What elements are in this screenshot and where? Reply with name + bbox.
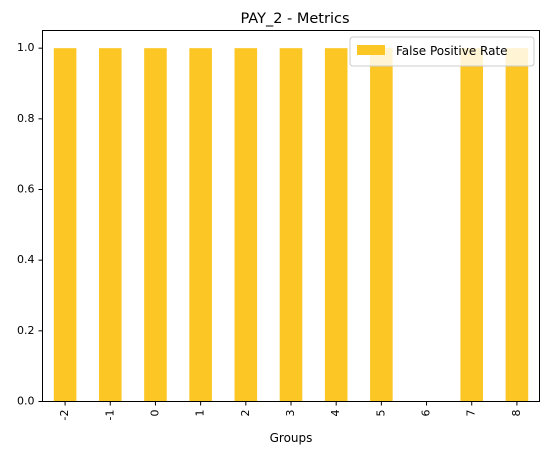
x-tick-label: 0 [148,410,161,417]
y-tick-label: 0.6 [17,183,35,196]
y-tick-label: 1.0 [17,41,35,54]
bar--2 [53,48,77,402]
bar-5 [370,48,393,402]
y-tick-label: 0.8 [17,112,35,125]
bar--1 [98,48,122,402]
x-ticks-group: -2 -1 0 1 2 3 4 5 6 7 8 [58,401,523,421]
y-tick-label: 0.0 [17,395,35,408]
x-axis-label: Groups [270,431,313,445]
bar-3 [279,48,303,402]
legend-frame [349,36,535,67]
x-tick-label: 5 [374,410,387,417]
x-tick-label: -2 [58,410,71,421]
plot-frame [42,30,540,402]
y-ticks-group: 0.0 0.2 0.4 0.6 0.8 1.0 [17,41,43,408]
bar-2 [234,48,258,402]
bar-4 [324,48,348,402]
bar-1 [189,48,212,402]
x-tick-label: 8 [510,410,523,417]
x-tick-label: 7 [465,410,478,417]
legend-label: False Positive Rate [396,44,508,58]
legend: False Positive Rate [349,36,535,67]
legend-swatch [357,45,385,55]
chart-title: PAY_2 - Metrics [240,11,349,27]
bars-group [53,48,529,402]
x-tick-label: 6 [420,410,433,417]
x-tick-label: -1 [103,410,116,421]
x-tick-label: 2 [239,410,252,417]
bar-7 [460,48,484,402]
x-tick-label: 1 [194,410,207,417]
bar-0 [144,48,167,402]
bar-8 [505,48,529,402]
y-tick-label: 0.2 [17,324,35,337]
y-tick-label: 0.4 [17,253,35,266]
x-tick-label: 3 [284,410,297,417]
x-tick-label: 4 [329,410,342,417]
